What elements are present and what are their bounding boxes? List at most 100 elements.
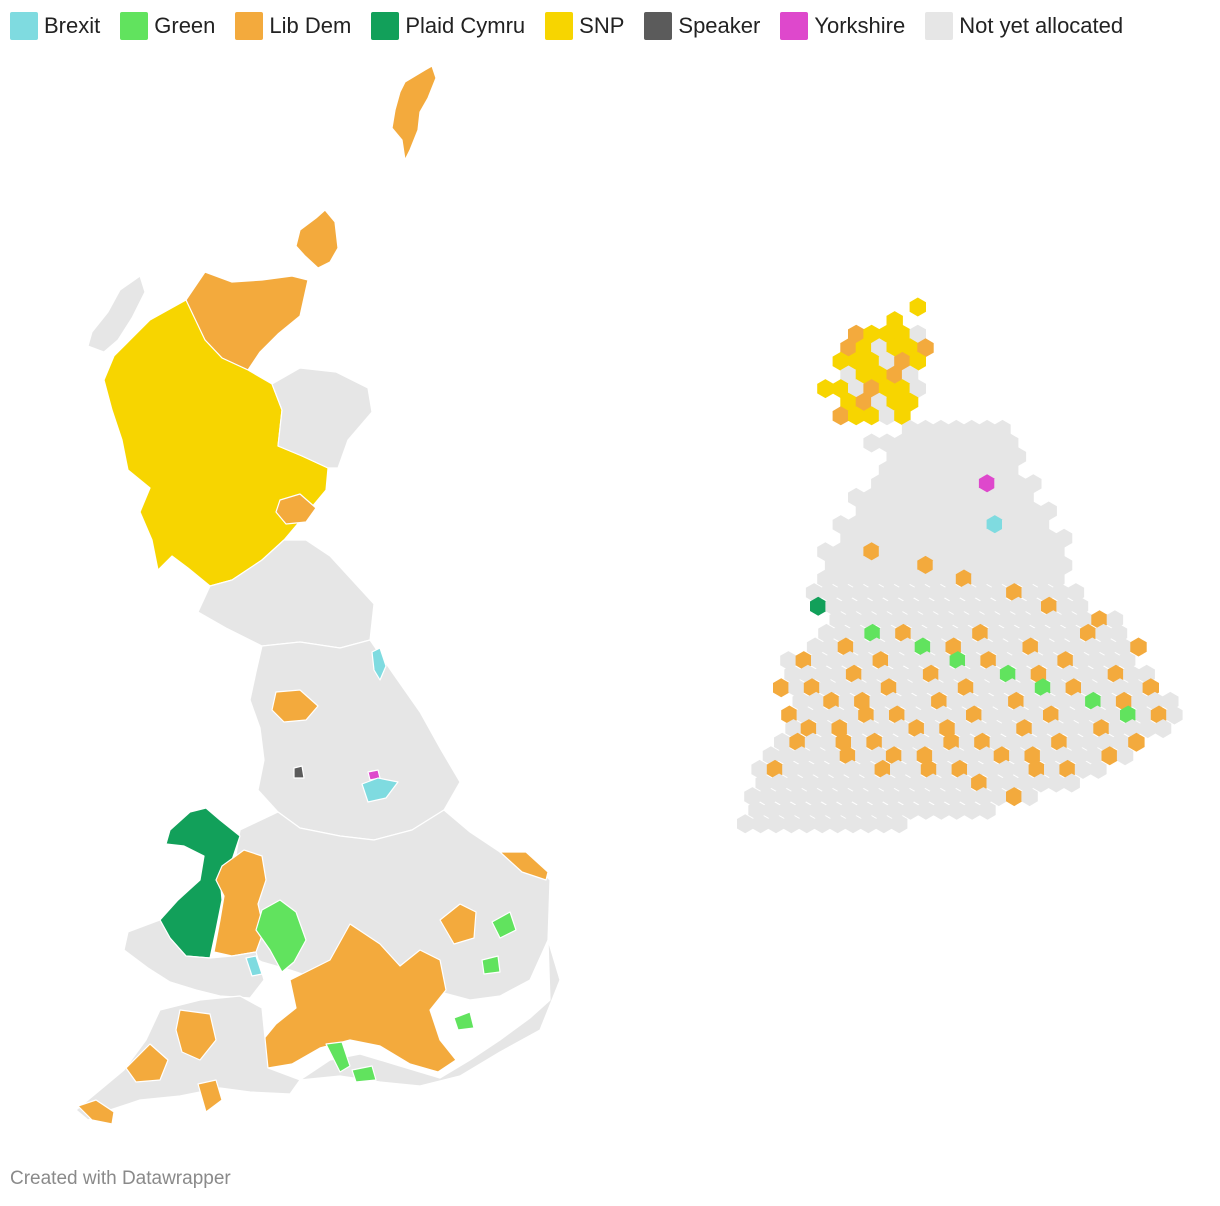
hex-constituency <box>917 555 934 575</box>
hex-constituency <box>1002 542 1019 562</box>
hex-constituency <box>855 365 873 385</box>
hex-constituency <box>932 447 950 467</box>
hex-constituency <box>909 351 926 371</box>
hex-constituency <box>901 392 919 412</box>
hex-constituency <box>986 433 1003 453</box>
hex-constituency <box>986 487 1003 507</box>
map-region-midlands <box>227 809 551 1001</box>
hex-constituency <box>955 542 973 562</box>
legend-item-yorkshire: Yorkshire <box>780 12 905 40</box>
hex-constituency <box>1074 759 1092 779</box>
hex-constituency <box>848 351 865 371</box>
hex-constituency <box>855 528 873 548</box>
hex-constituency <box>963 501 980 521</box>
hex-constituency <box>840 338 857 358</box>
legend-swatch-green <box>120 12 149 40</box>
hex-constituency <box>863 324 880 344</box>
map-region-north-east-brexit <box>371 647 387 681</box>
hex-constituency <box>994 528 1011 548</box>
legend: Brexit Green Lib Dem Plaid Cymru SNP Spe… <box>10 10 1143 42</box>
hex-constituency <box>1101 746 1118 766</box>
hex-constituency <box>925 515 942 535</box>
hex-constituency <box>894 433 911 453</box>
hex-constituency <box>878 487 896 507</box>
hex-constituency <box>901 447 919 467</box>
hex-constituency <box>894 542 911 562</box>
hex-constituency <box>1032 515 1050 535</box>
hex-constituency <box>1009 501 1027 521</box>
map-region-shetland <box>391 65 437 161</box>
hex-constituency <box>932 528 950 548</box>
hex-constituency <box>978 501 996 521</box>
hex-constituency <box>871 501 888 521</box>
hex-constituency <box>844 814 862 834</box>
legend-label-snp: SNP <box>579 13 625 38</box>
hex-constituency <box>871 392 888 412</box>
hex-constituency <box>840 528 857 548</box>
hex-constituency <box>1116 746 1134 766</box>
hex-constituency <box>894 515 911 535</box>
hex-constituency <box>909 542 926 562</box>
hex-constituency <box>1025 501 1042 521</box>
maps-canvas <box>75 65 1183 1125</box>
hex-constituency <box>848 487 865 507</box>
footer-credit: Created with Datawrapper <box>10 1168 231 1189</box>
hex-constituency <box>1002 460 1019 480</box>
hex-constituency <box>894 379 911 399</box>
legend-swatch-yorkshire <box>780 12 809 40</box>
hex-constituency <box>832 406 849 426</box>
legend-swatch-lib-dem <box>235 12 264 40</box>
hex-constituency <box>986 460 1003 480</box>
hex-constituency <box>986 515 1003 535</box>
hex-constituency <box>783 814 800 834</box>
hex-constituency <box>925 460 942 480</box>
hex-constituency <box>886 311 903 331</box>
hex-constituency <box>979 800 996 820</box>
hex-constituency <box>878 433 896 453</box>
hex-constituency <box>971 515 988 535</box>
hex-constituency <box>875 814 892 834</box>
hex-constituency <box>1040 501 1057 521</box>
hex-constituency <box>940 487 957 507</box>
hex-constituency <box>1048 773 1065 793</box>
hex-constituency <box>886 447 903 467</box>
hex-constituency <box>878 324 896 344</box>
legend-label-yorkshire: Yorkshire <box>814 13 906 38</box>
hex-constituency <box>940 542 957 562</box>
hex-constituency <box>978 555 996 575</box>
hex-constituency <box>1154 719 1172 739</box>
legend-label-lib-dem: Lib Dem <box>269 13 352 38</box>
hex-constituency <box>1009 474 1027 494</box>
hex-constituency <box>824 555 842 575</box>
hex-constituency <box>871 365 888 385</box>
hex-constituency <box>860 814 877 834</box>
hex-constituency <box>932 419 950 439</box>
hex-constituency <box>1063 773 1080 793</box>
map-region-speaker <box>293 765 305 779</box>
hex-constituency <box>886 555 903 575</box>
hex-constituency <box>1032 542 1050 562</box>
legend-item-snp: SNP <box>545 12 624 40</box>
hex-constituency <box>832 379 849 399</box>
legend-label-green: Green <box>154 13 216 38</box>
hex-constituency <box>1130 637 1147 657</box>
hex-constituency <box>955 487 973 507</box>
hex-constituency <box>909 460 926 480</box>
map-region-western-isles <box>87 275 146 353</box>
hex-constituency <box>878 406 896 426</box>
hex-constituency <box>863 351 880 371</box>
map-region-penwith-libdem <box>77 1099 115 1125</box>
hex-constituency <box>832 542 849 562</box>
hex-constituency <box>1040 528 1057 548</box>
hex-constituency <box>1055 528 1073 548</box>
map-region-green-essex <box>481 955 501 975</box>
hex-constituency <box>832 351 849 371</box>
hex-constituency <box>955 433 973 453</box>
hex-constituency <box>878 351 896 371</box>
hex-constituency <box>933 800 950 820</box>
hex-constituency <box>925 433 942 453</box>
hex-constituency <box>829 814 846 834</box>
hex-constituency <box>917 474 934 494</box>
hex-constituency <box>894 351 911 371</box>
hex-constituency <box>840 555 857 575</box>
